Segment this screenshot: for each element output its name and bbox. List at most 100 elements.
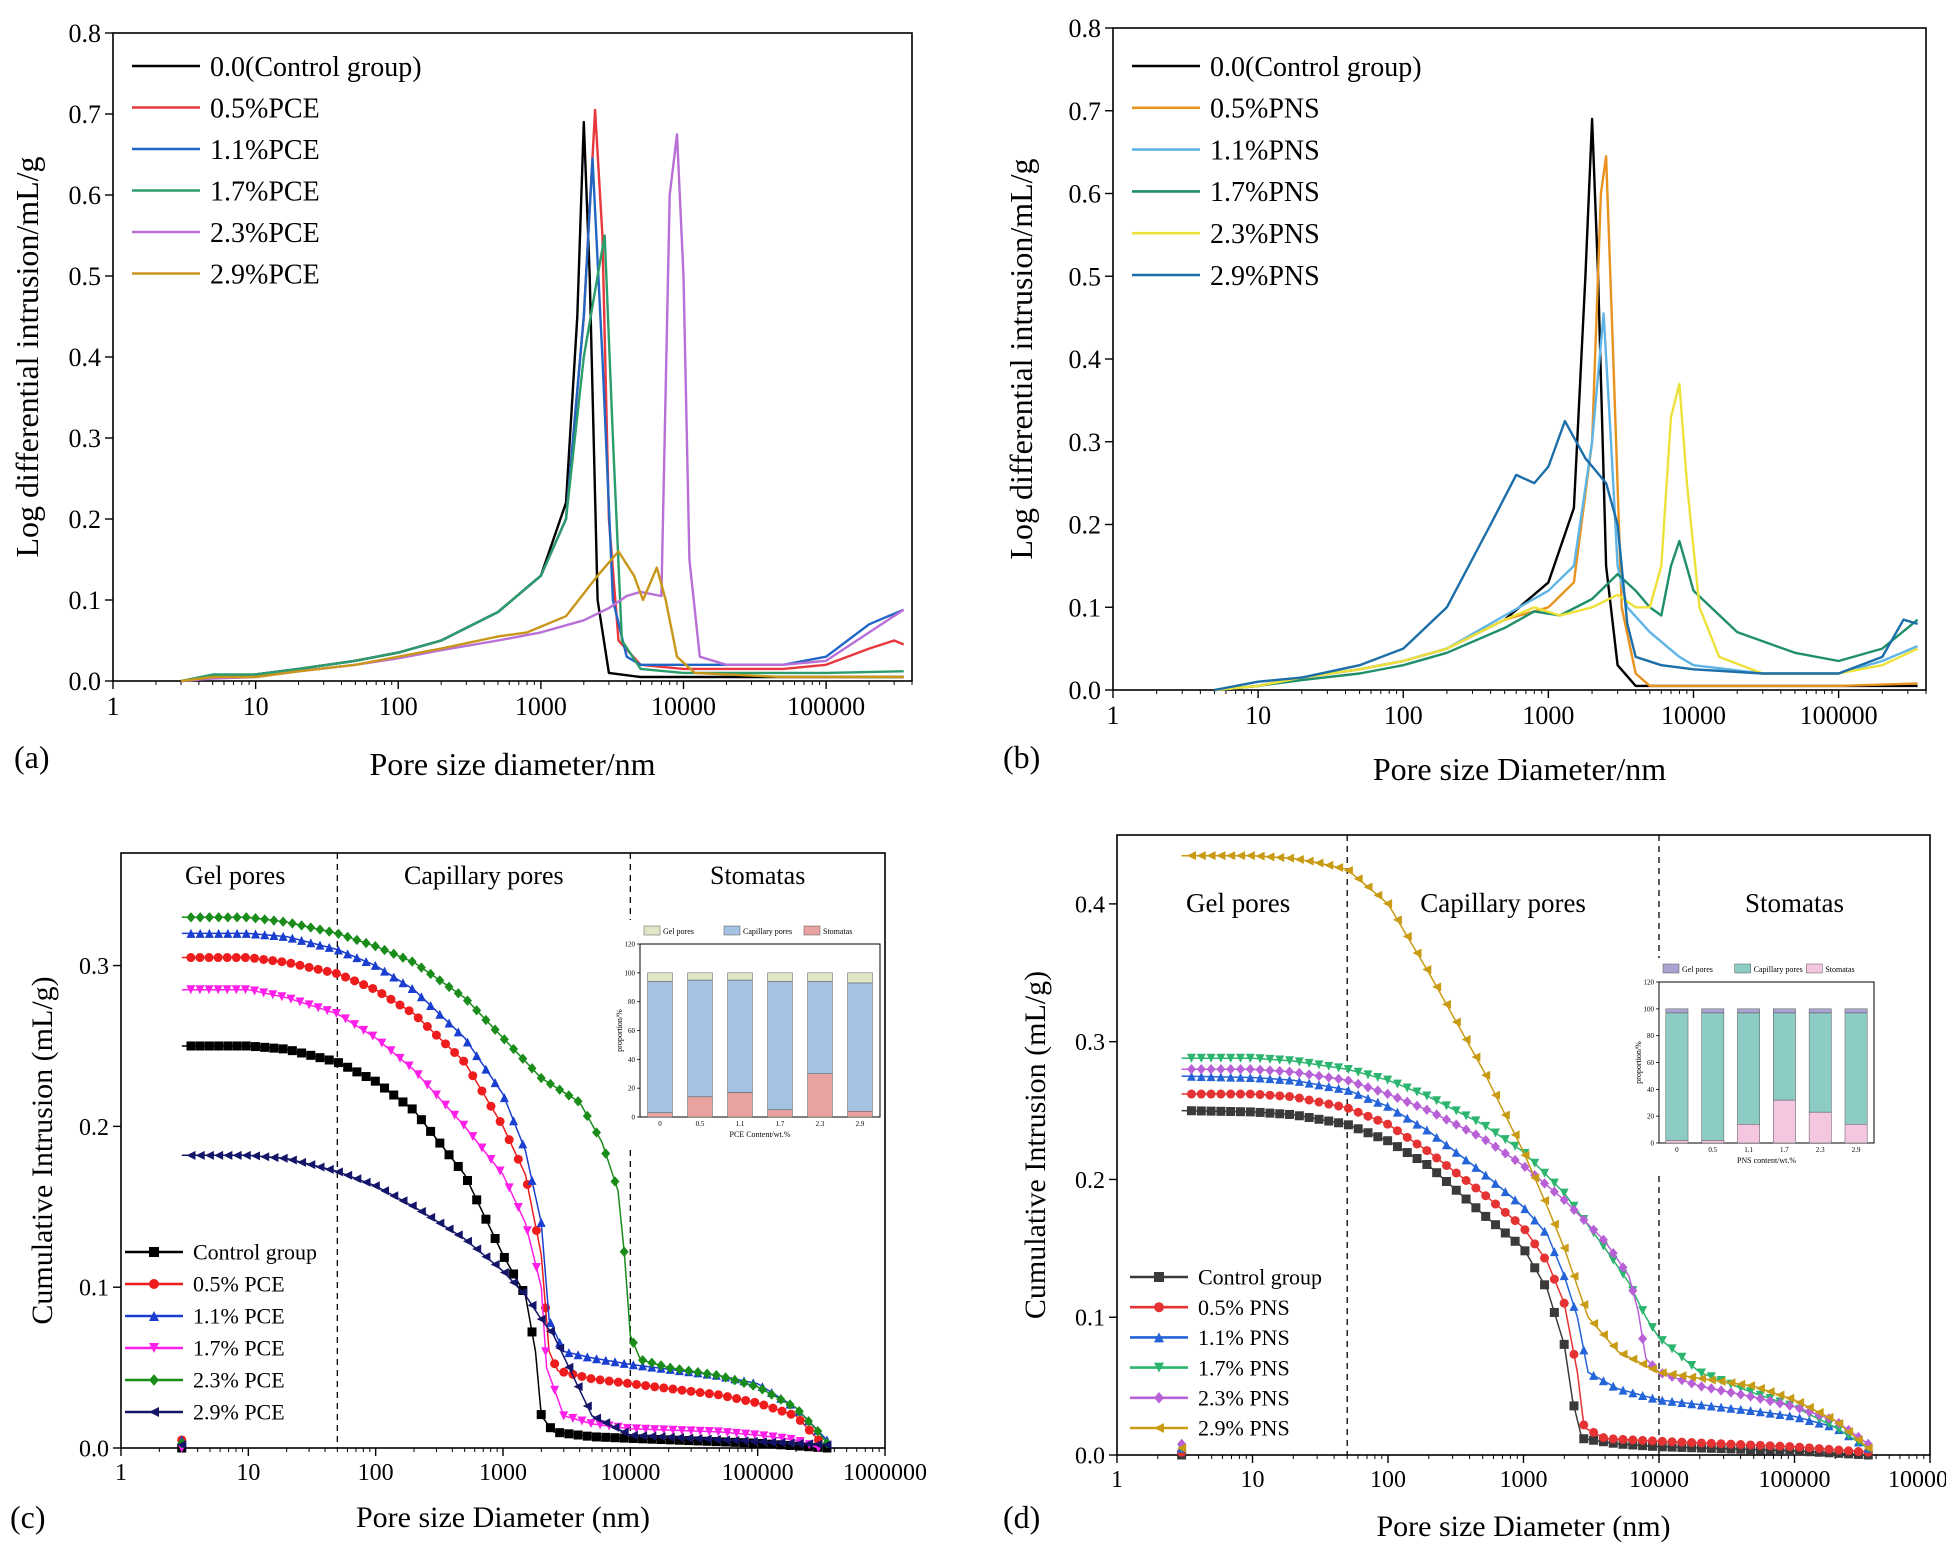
data-marker <box>214 1041 224 1051</box>
data-marker <box>1687 1443 1697 1453</box>
data-marker <box>1226 1053 1236 1063</box>
data-marker <box>269 931 279 941</box>
data-marker <box>504 1135 514 1145</box>
data-marker <box>1196 851 1206 861</box>
data-marker <box>1755 1393 1765 1404</box>
data-marker <box>1412 1087 1422 1097</box>
data-marker <box>610 1176 620 1187</box>
y-axis-label: Cumulative Intrusion (mL/g) <box>26 976 59 1324</box>
legend-marker <box>1154 1392 1164 1404</box>
data-marker <box>1559 1298 1569 1308</box>
data-marker <box>1736 1379 1746 1389</box>
data-marker <box>340 972 350 982</box>
data-marker <box>1275 853 1285 863</box>
legend-label: Control group <box>1198 1265 1322 1290</box>
data-marker <box>1696 1438 1706 1448</box>
data-marker <box>1696 1400 1706 1410</box>
data-marker <box>1579 1420 1589 1430</box>
data-marker <box>1500 1228 1510 1238</box>
data-marker <box>297 1048 307 1058</box>
data-marker <box>564 1362 574 1372</box>
x-axis-label: Pore size diameter/nm <box>369 746 655 782</box>
data-marker <box>813 1425 823 1437</box>
legend-label: 1.7% PCE <box>193 1336 285 1361</box>
inset-bar-segment <box>847 982 873 1112</box>
y-tick-label: 0.7 <box>1069 97 1102 126</box>
data-marker <box>1510 1141 1520 1151</box>
data-marker <box>1255 1064 1265 1075</box>
x-tick-label: 1 <box>1111 1467 1123 1493</box>
data-marker <box>713 1390 723 1400</box>
panel-a: 1 10 100 1000 10000 100000 0.0 0.1 0.2 0.3 0.4 0.5 0… <box>9 19 913 782</box>
data-marker <box>804 1416 814 1427</box>
data-marker <box>177 1440 187 1450</box>
inset-x-tick-label: 0.5 <box>1708 1146 1717 1154</box>
data-marker <box>195 912 205 923</box>
data-marker <box>1638 1441 1648 1451</box>
data-marker <box>1196 1106 1206 1116</box>
data-marker <box>204 1150 214 1160</box>
data-marker <box>222 985 232 995</box>
data-marker <box>495 1166 505 1176</box>
data-marker <box>1245 1072 1255 1082</box>
inset-bar-segment <box>767 1109 793 1118</box>
data-marker <box>1265 1108 1275 1118</box>
x-axis-label: Pore size Diameter/nm <box>1373 751 1666 787</box>
inset-bar-segment <box>1737 1012 1760 1125</box>
data-marker <box>1373 890 1383 900</box>
data-marker <box>536 1072 546 1084</box>
data-marker <box>1294 1057 1304 1067</box>
data-marker <box>333 1167 343 1177</box>
data-marker <box>1363 1093 1373 1103</box>
inset-y-tick-label: 0 <box>632 1114 636 1122</box>
data-marker <box>647 1434 657 1444</box>
data-marker <box>1265 1065 1275 1076</box>
data-marker <box>468 1132 478 1142</box>
data-marker <box>1569 1301 1579 1311</box>
data-marker <box>1353 1078 1363 1090</box>
data-marker <box>1677 1442 1687 1452</box>
data-marker <box>748 1436 758 1446</box>
inset-bar-segment <box>727 1092 753 1118</box>
inset-bar-segment <box>687 1096 713 1118</box>
data-marker <box>481 1014 491 1026</box>
data-marker <box>352 1174 362 1184</box>
data-marker <box>1186 1064 1196 1075</box>
data-marker <box>1334 1063 1344 1073</box>
panel-d: 11010010001000010000010000000.00.10.20.3… <box>1003 834 1946 1543</box>
data-marker <box>555 1084 565 1095</box>
inset-legend-label: Capillary pores <box>743 927 792 936</box>
data-marker <box>186 912 196 923</box>
data-marker <box>1687 1399 1697 1409</box>
inset-x-tick-label: 1.1 <box>1744 1146 1753 1154</box>
data-marker <box>413 1070 423 1080</box>
data-marker <box>343 931 353 943</box>
x-tick-label: 1000 <box>479 1460 527 1486</box>
legend-label: 2.3%PNS <box>1210 219 1320 250</box>
inset-y-axis-label: proportion/% <box>615 1009 624 1052</box>
data-marker <box>1775 1441 1785 1451</box>
data-marker <box>499 1252 509 1262</box>
y-axis-label: Log differential intrusion/mL/g <box>9 156 45 557</box>
legend-marker <box>1154 1362 1164 1373</box>
data-marker <box>304 1000 314 1010</box>
data-marker <box>1285 1075 1295 1085</box>
data-marker <box>431 1030 441 1040</box>
legend-label: 2.9% PCE <box>193 1400 285 1425</box>
inset-bar-segment <box>647 1112 673 1118</box>
legend: 0.0(Control group) 0.5%PNS 1.1%PNS 1.7%PNS 2… <box>1132 52 1422 292</box>
inset-y-tick-label: 80 <box>1647 1032 1655 1040</box>
data-marker <box>1755 1440 1765 1450</box>
inset-bar-segment <box>1665 1012 1689 1141</box>
x-tick-label: 10 <box>236 1460 260 1486</box>
data-marker <box>1432 982 1442 992</box>
data-marker <box>1216 1064 1226 1075</box>
inset-bar-segment <box>727 972 753 981</box>
data-marker <box>686 1386 696 1396</box>
data-marker <box>352 953 362 963</box>
data-marker <box>628 1337 638 1348</box>
data-marker <box>1549 1274 1559 1284</box>
data-marker <box>577 1416 587 1426</box>
data-marker <box>1226 851 1236 861</box>
series-6 <box>1214 419 1918 692</box>
